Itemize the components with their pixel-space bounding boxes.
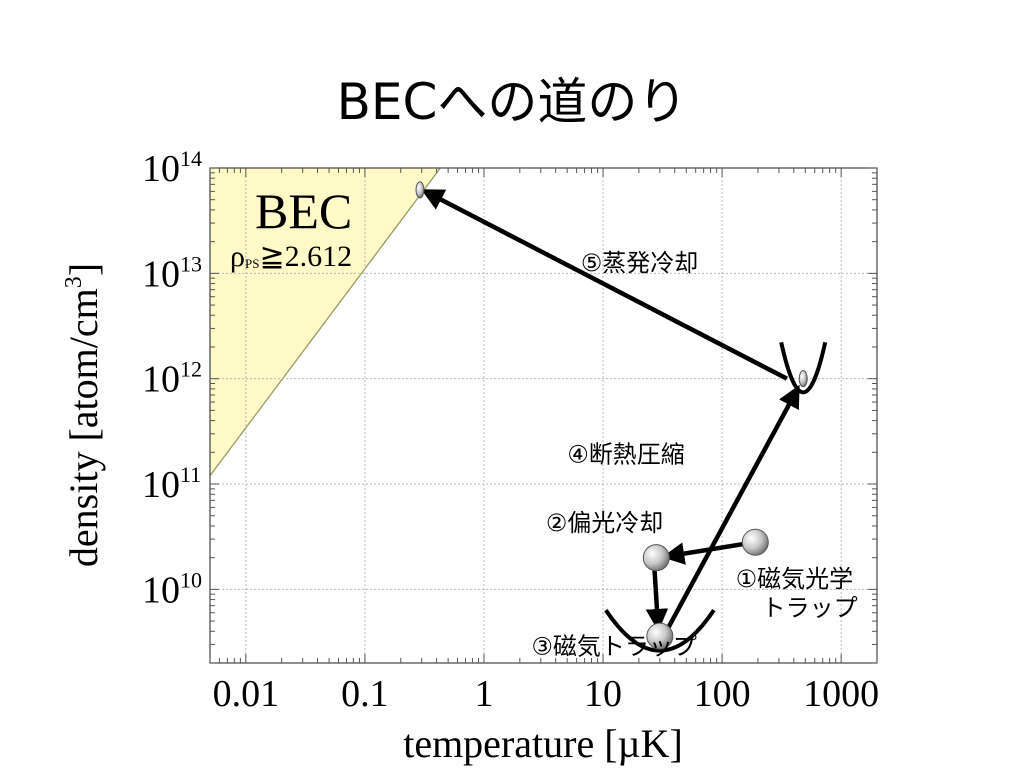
- process-arrow: [664, 384, 800, 633]
- x-tick-label: 10: [584, 673, 622, 715]
- magnetic-trap-well: [604, 608, 716, 653]
- plot-frame: [209, 167, 878, 664]
- atom-cloud-polarization-cooled: [642, 544, 670, 572]
- bec-label: BEC: [255, 183, 352, 239]
- y-tick-label: 1013: [142, 251, 202, 295]
- step-label: ⑤蒸発冷却: [581, 249, 699, 277]
- x-tick-label: 1: [474, 673, 493, 715]
- bec-condition-label: ρPS≧2.612: [230, 240, 352, 273]
- process-arrow: [645, 567, 669, 632]
- step-label: ④断熱圧縮: [567, 441, 685, 469]
- atom-cloud-condensate: [415, 181, 425, 199]
- y-axis-label: density [atom/cm3]: [61, 263, 106, 567]
- process-arrow: [421, 189, 788, 381]
- atom-cloud-compressed: [798, 370, 808, 388]
- compression-trap-well: [779, 341, 828, 395]
- step-label: ②偏光冷却: [546, 509, 664, 537]
- x-tick-label: 1000: [803, 673, 879, 715]
- atom-cloud-mot: [741, 528, 769, 556]
- y-tick-label: 1011: [142, 462, 201, 506]
- x-tick-label: 100: [694, 673, 751, 715]
- slide-title: BECへの道のり: [336, 73, 688, 131]
- bec-boundary-line: [210, 168, 441, 477]
- x-tick-label: 0.01: [213, 673, 280, 715]
- x-axis-label: temperature [µK]: [403, 721, 683, 766]
- step-label: ①磁気光学トラップ: [736, 565, 858, 622]
- atom-cloud-magnetic-trap: [646, 622, 674, 650]
- x-tick-label: 0.1: [341, 673, 389, 715]
- y-tick-label: 1010: [142, 567, 202, 611]
- step-label: ③磁気トラップ: [531, 633, 697, 661]
- y-tick-label: 1014: [142, 146, 202, 190]
- y-tick-label: 1012: [142, 357, 202, 401]
